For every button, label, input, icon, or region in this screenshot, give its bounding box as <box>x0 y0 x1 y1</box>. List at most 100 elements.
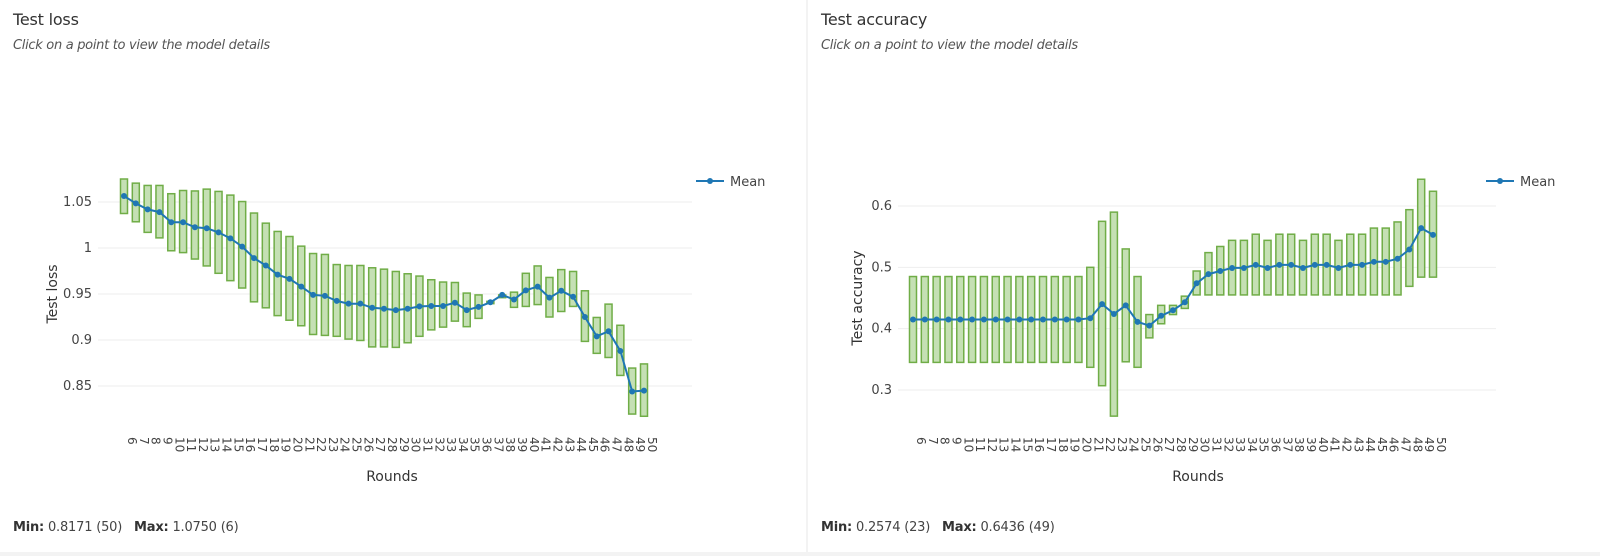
mean-point[interactable] <box>1217 268 1224 275</box>
mean-point[interactable] <box>1087 315 1094 322</box>
mean-point[interactable] <box>1110 310 1117 317</box>
mean-point[interactable] <box>1004 316 1011 323</box>
mean-point[interactable] <box>487 299 494 306</box>
mean-point[interactable] <box>1134 318 1141 325</box>
mean-point[interactable] <box>1335 264 1342 271</box>
mean-point[interactable] <box>910 316 916 323</box>
mean-point[interactable] <box>180 219 187 226</box>
mean-point[interactable] <box>1323 261 1330 268</box>
mean-point[interactable] <box>1430 231 1436 238</box>
mean-point[interactable] <box>215 229 222 236</box>
mean-point[interactable] <box>641 387 647 394</box>
mean-point[interactable] <box>1146 322 1153 329</box>
mean-point[interactable] <box>357 300 364 307</box>
mean-point[interactable] <box>144 206 151 213</box>
mean-point[interactable] <box>1229 264 1236 271</box>
mean-point[interactable] <box>992 316 999 323</box>
mean-point[interactable] <box>558 287 565 294</box>
mean-point[interactable] <box>262 262 269 269</box>
mean-point[interactable] <box>1099 301 1106 308</box>
mean-point[interactable] <box>416 303 423 310</box>
mean-point[interactable] <box>1051 316 1058 323</box>
mean-point[interactable] <box>121 193 127 200</box>
mean-point[interactable] <box>570 293 577 300</box>
mean-point[interactable] <box>168 219 175 226</box>
mean-point[interactable] <box>1394 255 1401 262</box>
max-label: Max: <box>134 520 169 535</box>
mean-point[interactable] <box>1040 316 1046 323</box>
mean-point[interactable] <box>921 316 928 323</box>
mean-point[interactable] <box>534 283 541 290</box>
x-tick-label: 16 <box>1032 437 1046 452</box>
mean-point[interactable] <box>1016 316 1023 323</box>
mean-point[interactable] <box>369 304 376 311</box>
mean-point[interactable] <box>617 348 624 355</box>
mean-point[interactable] <box>451 299 458 306</box>
mean-point[interactable] <box>969 316 976 323</box>
mean-point[interactable] <box>191 224 198 231</box>
mean-point[interactable] <box>404 305 411 312</box>
mean-point[interactable] <box>1158 312 1165 319</box>
mean-point[interactable] <box>629 388 636 395</box>
mean-point[interactable] <box>1359 261 1366 268</box>
mean-point[interactable] <box>945 316 952 323</box>
mean-point[interactable] <box>593 333 600 340</box>
mean-point[interactable] <box>546 294 553 301</box>
mean-point[interactable] <box>156 209 163 216</box>
mean-point[interactable] <box>298 283 305 290</box>
mean-point[interactable] <box>605 328 612 335</box>
mean-point[interactable] <box>463 307 470 314</box>
mean-point[interactable] <box>499 291 506 298</box>
mean-point[interactable] <box>428 302 435 309</box>
legend-label[interactable]: Mean <box>730 175 765 190</box>
mean-point[interactable] <box>251 255 257 262</box>
mean-point[interactable] <box>1252 261 1259 268</box>
mean-point[interactable] <box>1370 258 1377 265</box>
mean-point[interactable] <box>1170 307 1176 314</box>
mean-point[interactable] <box>1063 316 1070 323</box>
mean-point[interactable] <box>227 235 234 242</box>
mean-point[interactable] <box>1276 261 1283 268</box>
mean-point[interactable] <box>581 314 588 320</box>
mean-point[interactable] <box>1028 316 1035 323</box>
mean-point[interactable] <box>933 316 940 323</box>
mean-point[interactable] <box>1075 316 1082 323</box>
mean-point[interactable] <box>321 292 328 299</box>
mean-point[interactable] <box>203 225 210 232</box>
x-tick-label: 33 <box>1233 437 1247 452</box>
legend[interactable]: Mean <box>696 175 765 190</box>
mean-point[interactable] <box>274 271 281 278</box>
mean-point[interactable] <box>1240 264 1247 271</box>
mean-point[interactable] <box>522 287 529 294</box>
mean-point[interactable] <box>980 316 987 323</box>
legend[interactable]: Mean <box>1486 175 1555 190</box>
mean-point[interactable] <box>1406 246 1413 253</box>
mean-point[interactable] <box>132 200 139 207</box>
mean-point[interactable] <box>475 303 482 310</box>
mean-point[interactable] <box>392 307 399 314</box>
mean-point[interactable] <box>333 297 340 304</box>
mean-point[interactable] <box>1347 261 1354 268</box>
mean-point[interactable] <box>239 243 246 250</box>
mean-point[interactable] <box>1264 264 1271 271</box>
mean-point[interactable] <box>1418 225 1425 232</box>
mean-point[interactable] <box>440 302 447 309</box>
mean-point[interactable] <box>1205 271 1212 278</box>
mean-point[interactable] <box>1122 302 1129 309</box>
mean-point[interactable] <box>511 296 517 303</box>
mean-point[interactable] <box>381 305 387 312</box>
mean-point[interactable] <box>1311 261 1318 268</box>
mean-point[interactable] <box>310 291 317 298</box>
mean-point[interactable] <box>1288 261 1295 268</box>
mean-point[interactable] <box>1300 264 1306 271</box>
mean-point[interactable] <box>286 275 293 282</box>
mean-point[interactable] <box>345 300 352 307</box>
mean-point[interactable] <box>1181 299 1188 306</box>
mean-point[interactable] <box>957 316 964 323</box>
mean-point[interactable] <box>1193 280 1200 287</box>
mean-point[interactable] <box>1382 258 1389 265</box>
legend-label[interactable]: Mean <box>1520 175 1555 190</box>
range-box[interactable] <box>568 270 578 308</box>
